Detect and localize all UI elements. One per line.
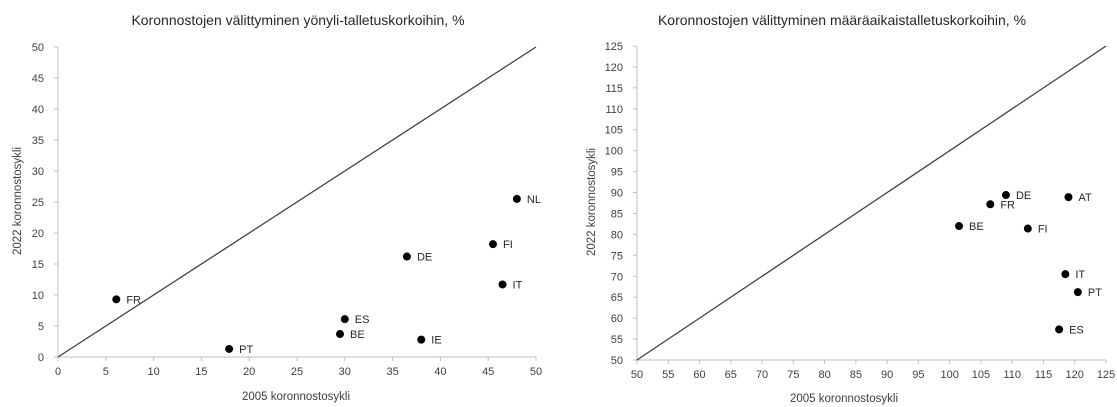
point-label-at: AT — [1078, 192, 1092, 204]
point-label-it: IT — [1075, 269, 1085, 281]
y-tick-label: 65 — [611, 292, 623, 304]
y-tick-label: 40 — [32, 104, 44, 116]
x-tick-label: 125 — [1097, 369, 1115, 381]
x-tick-label: 40 — [434, 366, 446, 378]
data-point-fr — [986, 200, 995, 209]
x-tick-label: 110 — [1003, 369, 1021, 381]
x-tick-label: 70 — [756, 369, 768, 381]
data-point-pt — [225, 344, 234, 353]
y-tick-label: 50 — [611, 355, 623, 367]
data-point-es — [1055, 325, 1064, 334]
point-label-ie: IE — [431, 335, 441, 347]
x-tick-label: 75 — [787, 369, 799, 381]
y-tick-label: 125 — [605, 41, 623, 53]
y-tick-label: 10 — [32, 290, 44, 302]
x-tick-label: 105 — [972, 369, 990, 381]
y-tick-label: 5 — [38, 321, 44, 333]
data-point-de — [1001, 191, 1010, 200]
x-axis-label: 2005 koronnostosykli — [242, 391, 350, 403]
y-tick-label: 75 — [611, 250, 623, 262]
y-tick-label: 110 — [605, 104, 623, 116]
point-label-fr: FR — [1000, 199, 1015, 211]
y-tick-label: 30 — [32, 166, 44, 178]
x-tick-label: 30 — [339, 366, 351, 378]
y-tick-label: 95 — [611, 167, 623, 179]
y-tick-label: 105 — [605, 125, 623, 137]
x-tick-label: 25 — [291, 366, 303, 378]
data-point-be — [955, 222, 964, 231]
y-tick-label: 20 — [32, 228, 44, 240]
point-label-fr: FR — [126, 294, 141, 306]
y-tick-label: 70 — [611, 271, 623, 283]
x-tick-label: 0 — [55, 366, 61, 378]
chart-title: Koronnostojen välittyminen yönyli-tallet… — [131, 12, 464, 28]
data-point-de — [402, 252, 411, 261]
data-point-it — [498, 280, 507, 289]
x-tick-label: 85 — [850, 369, 862, 381]
y-tick-label: 120 — [605, 62, 623, 74]
data-point-it — [1061, 270, 1070, 279]
point-label-nl: NL — [527, 194, 541, 206]
data-point-be — [336, 330, 345, 339]
y-tick-label: 25 — [32, 197, 44, 209]
x-tick-label: 100 — [940, 369, 958, 381]
y-tick-label: 50 — [32, 42, 44, 54]
scatter-chart-overnight-deposits: Koronnostojen välittyminen yönyli-tallet… — [12, 12, 542, 403]
diagonal-line — [57, 46, 537, 358]
x-tick-label: 60 — [693, 369, 705, 381]
x-tick-label: 65 — [725, 369, 737, 381]
point-label-it: IT — [513, 279, 523, 291]
point-label-de: DE — [1016, 190, 1031, 202]
data-point-at — [1064, 193, 1073, 202]
point-label-es: ES — [1069, 324, 1084, 336]
x-tick-label: 50 — [631, 369, 643, 381]
x-tick-label: 35 — [386, 366, 398, 378]
x-tick-label: 45 — [482, 366, 494, 378]
x-tick-label: 50 — [530, 366, 542, 378]
point-label-be: BE — [350, 329, 365, 341]
y-tick-label: 100 — [605, 146, 623, 158]
y-tick-label: 60 — [611, 313, 623, 325]
data-point-fi — [488, 240, 497, 249]
data-point-nl — [512, 194, 521, 203]
data-point-pt — [1073, 288, 1082, 297]
point-label-fi: FI — [1038, 224, 1048, 236]
x-tick-label: 95 — [912, 369, 924, 381]
x-tick-label: 120 — [1066, 369, 1084, 381]
y-tick-label: 55 — [611, 334, 623, 346]
point-label-pt: PT — [1088, 287, 1102, 299]
chart-title: Koronnostojen välittyminen määräaikaista… — [658, 12, 1026, 28]
point-label-de: DE — [417, 252, 432, 264]
y-tick-label: 45 — [32, 73, 44, 85]
x-tick-label: 115 — [1035, 369, 1053, 381]
y-tick-label: 85 — [611, 208, 623, 220]
x-tick-label: 90 — [881, 369, 893, 381]
y-tick-label: 0 — [38, 352, 44, 364]
y-axis-label: 2022 koronnostosykli — [12, 147, 24, 255]
x-tick-label: 15 — [195, 366, 207, 378]
diagonal-line — [636, 45, 1107, 361]
x-tick-label: 80 — [818, 369, 830, 381]
y-tick-label: 35 — [32, 135, 44, 147]
data-point-es — [340, 315, 349, 324]
data-point-ie — [417, 335, 426, 344]
scatter-chart-term-deposits: Koronnostojen välittyminen määräaikaista… — [586, 12, 1115, 405]
data-point-fi — [1023, 224, 1032, 233]
point-label-be: BE — [969, 221, 984, 233]
x-tick-label: 55 — [662, 369, 674, 381]
x-tick-label: 10 — [147, 366, 159, 378]
y-tick-label: 90 — [611, 188, 623, 200]
y-tick-label: 80 — [611, 229, 623, 241]
x-tick-label: 20 — [243, 366, 255, 378]
data-point-fr — [112, 295, 121, 304]
y-axis-label: 2022 koronnostosykli — [586, 148, 598, 256]
y-tick-label: 15 — [32, 259, 44, 271]
point-label-fi: FI — [503, 239, 513, 251]
point-label-es: ES — [355, 314, 370, 326]
x-tick-label: 5 — [103, 366, 109, 378]
x-axis-label: 2005 koronnostosykli — [790, 393, 898, 405]
y-tick-label: 115 — [605, 83, 623, 95]
point-label-pt: PT — [239, 344, 253, 356]
